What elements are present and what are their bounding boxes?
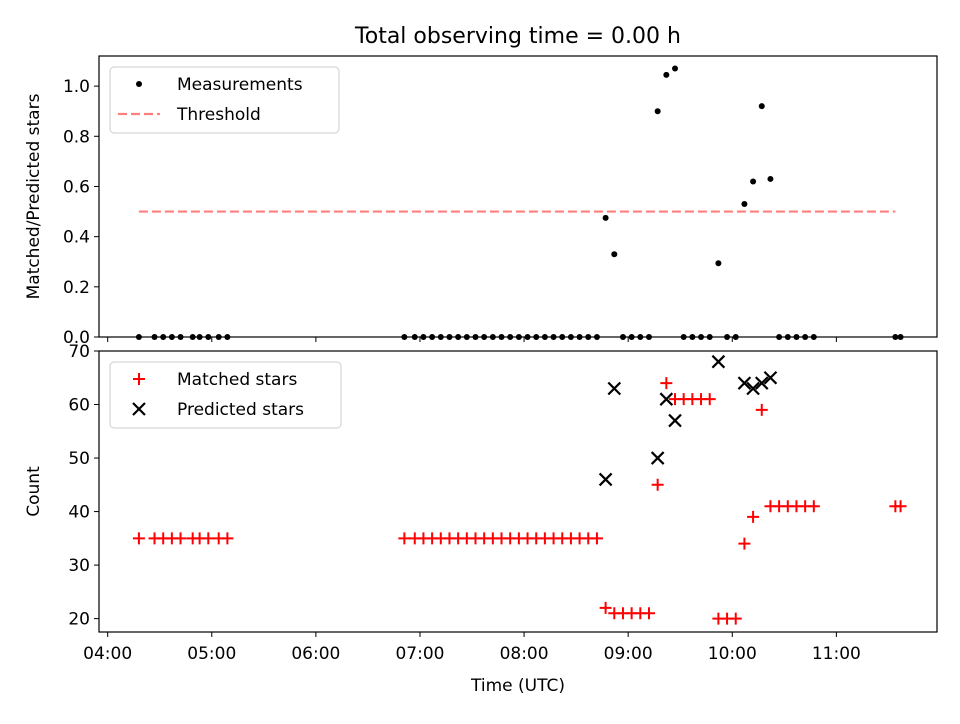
data-point — [650, 451, 665, 465]
data-point — [703, 393, 716, 406]
y-axis-label: Matched/Predicted stars — [24, 93, 44, 299]
count-panel: 20 30 40 50 60 70 04:00 05:00 06:00 07:00 08:00 09:… — [24, 342, 938, 696]
data-point — [668, 413, 682, 428]
x-tick-label: 10:00 — [708, 644, 757, 664]
data-point — [672, 65, 679, 72]
y-tick-label: 60 — [68, 396, 90, 416]
y-tick-label: 0.0 — [63, 328, 90, 348]
data-point — [729, 612, 742, 625]
legend-marker — [132, 402, 146, 416]
y-tick-label: 1.0 — [63, 77, 90, 97]
data-point — [607, 381, 622, 396]
x-axis-label: Time (UTC) — [470, 676, 565, 696]
x-tick-label: 08:00 — [500, 644, 549, 664]
x-tick-label: 06:00 — [291, 644, 340, 664]
y-tick-label: 20 — [68, 610, 90, 630]
data-point — [132, 532, 145, 545]
data-point — [754, 376, 769, 390]
plot-frame — [98, 55, 938, 338]
data-point — [711, 354, 726, 369]
data-point — [651, 478, 664, 491]
x-tick-label: 04:00 — [83, 644, 132, 664]
legend-box — [109, 361, 342, 429]
data-point — [894, 500, 907, 513]
data-point — [642, 607, 655, 620]
data-point — [715, 260, 722, 267]
y-tick-label: 30 — [68, 556, 90, 576]
data-point — [611, 251, 618, 258]
data-point — [750, 178, 757, 185]
legend-marker — [136, 81, 142, 87]
y-tick-label: 50 — [68, 449, 90, 469]
legend-label: Threshold — [176, 105, 261, 125]
data-point — [660, 377, 673, 390]
data-point — [737, 376, 752, 390]
legend-marker — [133, 373, 145, 385]
x-tick-label: 11:00 — [812, 644, 861, 664]
data-point — [738, 537, 751, 550]
plot-frame — [98, 350, 938, 633]
data-point — [755, 403, 768, 416]
legend: Matched stars Predicted stars — [109, 361, 342, 429]
data-point — [767, 175, 774, 182]
x-tick-label: 07:00 — [395, 644, 444, 664]
data-point — [741, 201, 748, 208]
data-point — [758, 103, 765, 110]
data-point — [221, 532, 234, 545]
x-tick-label: 05:00 — [187, 644, 236, 664]
legend-label: Measurements — [177, 75, 303, 95]
y-tick-label: 0.4 — [63, 228, 90, 248]
data-point — [746, 381, 760, 396]
legend-box — [109, 66, 340, 134]
series-measurements — [135, 65, 904, 340]
data-point — [747, 510, 760, 523]
data-point — [599, 601, 612, 614]
series-matched-stars — [132, 377, 907, 625]
data-point — [398, 532, 411, 545]
data-point — [763, 370, 778, 385]
data-point — [663, 71, 670, 78]
data-point — [590, 532, 603, 545]
y-tick-label: 70 — [68, 342, 90, 362]
y-axis-label: Count — [24, 466, 44, 517]
legend-label: Matched stars — [177, 370, 297, 390]
data-point — [807, 500, 820, 513]
chart-title: Total observing time = 0.00 h — [354, 24, 681, 49]
data-point — [659, 392, 674, 406]
data-point — [654, 108, 661, 115]
legend-label: Predicted stars — [177, 400, 304, 420]
legend: Measurements Threshold — [109, 66, 340, 134]
data-point — [202, 532, 215, 545]
data-point — [598, 472, 613, 487]
y-tick-label: 0.2 — [63, 278, 90, 298]
data-point — [602, 214, 609, 221]
y-tick-label: 0.8 — [63, 127, 90, 147]
y-tick-label: 0.6 — [63, 177, 90, 197]
x-tick-label: 09:00 — [604, 644, 653, 664]
data-point — [174, 532, 187, 545]
ratio-panel: Total observing time = 0.00 h 0.0 0.2 0.4 0.… — [24, 24, 938, 348]
y-tick-label: 40 — [68, 503, 90, 523]
series-predicted-stars — [598, 354, 778, 487]
